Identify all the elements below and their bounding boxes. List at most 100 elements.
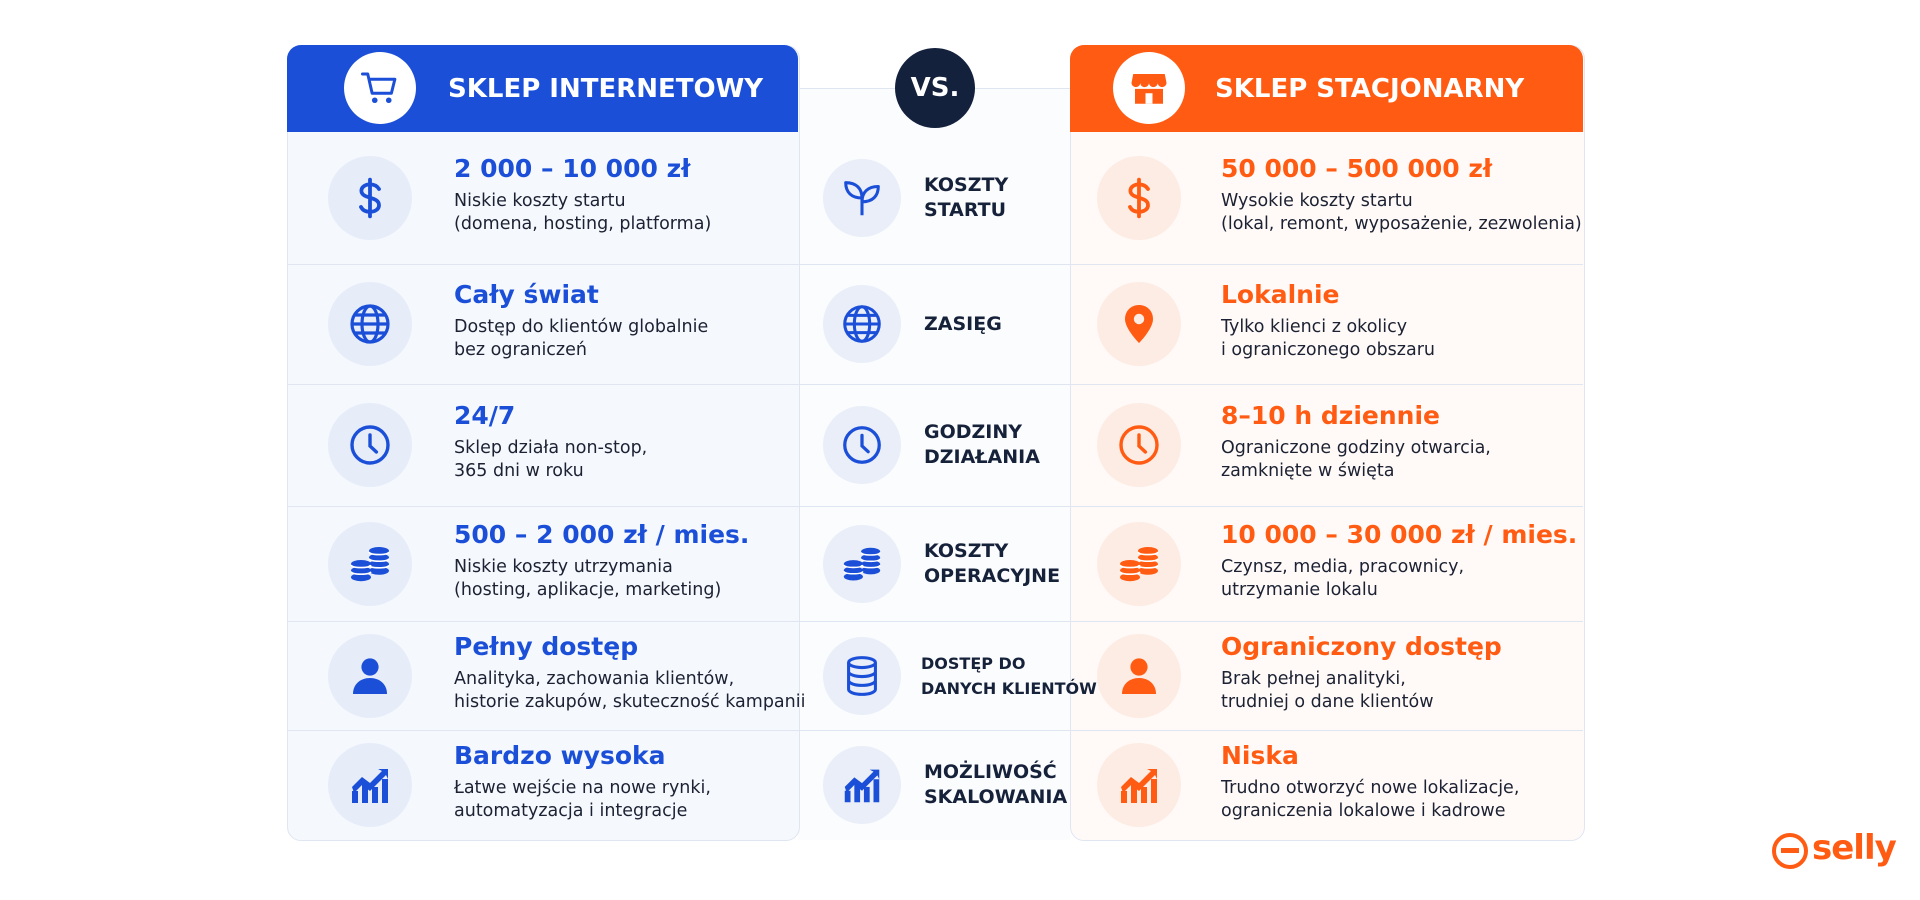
row-separator: [287, 730, 798, 731]
row-description: Dostęp do klientów globalnie: [454, 317, 709, 337]
row-icon: [1097, 282, 1181, 366]
row-value: Lokalnie: [1221, 280, 1340, 309]
row-icon: [328, 742, 412, 827]
row-description: Wysokie koszty startu: [1221, 191, 1413, 211]
category-icon: [823, 159, 901, 237]
category-label: DZIAŁANIA: [924, 446, 1040, 468]
row-separator: [1070, 506, 1583, 507]
row-description: Brak pełnej analityki,: [1221, 668, 1406, 689]
row-description: Niskie koszty utrzymania: [454, 556, 673, 577]
logo-mark: [1772, 833, 1808, 869]
icon: [350, 546, 390, 581]
category-label: KOSZTY: [924, 174, 1009, 196]
category-label: DOSTĘP DO: [921, 653, 1026, 673]
row-separator: [1070, 264, 1583, 265]
icon: [359, 177, 381, 219]
category-label: MOŻLIWOŚĆ: [924, 760, 1057, 783]
row-description: (domena, hosting, platforma): [454, 214, 712, 234]
row-description: (lokal, remont, wyposażenie, zezwolenia): [1221, 214, 1582, 234]
category-label: GODZINY: [924, 421, 1023, 443]
icon: [844, 769, 880, 802]
icon: [350, 425, 390, 465]
row-description: historie zakupów, skuteczność kampanii: [454, 691, 806, 712]
header-title: SKLEP STACJONARNY: [1215, 73, 1525, 104]
row-description: 365 dni w roku: [454, 461, 584, 481]
icon: [1131, 74, 1167, 104]
row-description: automatyzacja i integracje: [454, 800, 688, 821]
category-label: ZASIĘG: [924, 312, 1002, 335]
row-description: ograniczenia lokalowe i kadrowe: [1221, 800, 1506, 821]
category-label: DANYCH KLIENTÓW: [921, 678, 1097, 698]
row-value: 10 000 – 30 000 zł / mies.: [1221, 519, 1578, 549]
row-icon: [328, 403, 412, 487]
icon: [1119, 425, 1159, 465]
logo-text: selly: [1812, 828, 1897, 868]
row-separator: [798, 264, 1070, 265]
icon: [843, 426, 881, 464]
icon: [843, 547, 881, 580]
row-description: Analityka, zachowania klientów,: [454, 668, 735, 689]
row-description: Sklep działa non-stop,: [454, 438, 648, 458]
row-separator: [798, 730, 1070, 731]
row-icon: [1097, 633, 1181, 718]
row-value: Cały świat: [454, 280, 599, 309]
row-description: utrzymanie lokalu: [1221, 579, 1378, 600]
vs-badge: VS.: [895, 48, 975, 128]
icon: [353, 657, 387, 694]
icon: [1128, 177, 1150, 219]
header-icon: [1113, 52, 1185, 124]
category-label: STARTU: [924, 199, 1007, 221]
row-description: Trudno otworzyć nowe lokalizacje,: [1221, 777, 1520, 798]
icon: [350, 304, 390, 344]
category-icon: [823, 406, 901, 484]
row-value: 24/7: [454, 401, 516, 430]
row-description: Ograniczone godziny otwarcia,: [1221, 438, 1491, 458]
icon: [361, 72, 397, 104]
icon: [1119, 546, 1159, 581]
row-separator: [798, 384, 1070, 385]
row-separator: [798, 621, 1070, 622]
row-separator: [1070, 730, 1583, 731]
row-value: 50 000 – 500 000 zł: [1221, 154, 1493, 183]
icon: [352, 768, 388, 803]
icon: [844, 181, 880, 216]
row-separator: [1070, 384, 1583, 385]
category-label: SKALOWANIA: [924, 785, 1068, 808]
logo-bar: [1781, 848, 1799, 853]
icon: [1122, 657, 1156, 694]
row-description: (hosting, aplikacje, marketing): [454, 579, 722, 600]
category-icon: [823, 285, 901, 363]
category-icon: [823, 745, 901, 824]
row-value: Bardzo wysoka: [454, 740, 666, 770]
row-value: Niska: [1221, 740, 1299, 770]
row-value: 500 – 2 000 zł / mies.: [454, 519, 750, 549]
row-separator: [287, 621, 798, 622]
row-separator: [798, 506, 1070, 507]
row-value: 2 000 – 10 000 zł: [454, 154, 691, 183]
row-description: Czynsz, media, pracownicy,: [1221, 556, 1465, 577]
icon: [1125, 305, 1153, 343]
row-separator: [287, 264, 798, 265]
row-description: i ograniczonego obszaru: [1221, 340, 1435, 360]
row-separator: [287, 506, 798, 507]
row-description: bez ograniczeń: [454, 340, 587, 360]
row-separator: [287, 384, 798, 385]
row-value: Ograniczony dostęp: [1221, 631, 1502, 661]
row-icon: [328, 156, 412, 240]
row-description: Łatwe wejście na nowe rynki,: [454, 777, 711, 798]
row-icon: [1097, 156, 1181, 240]
row-icon: [1097, 742, 1181, 827]
row-icon: [1097, 521, 1181, 606]
icon: [847, 655, 877, 696]
row-description: Niskie koszty startu: [454, 191, 626, 211]
category-label: OPERACYJNE: [924, 564, 1061, 587]
icon: [843, 305, 881, 343]
row-value: 8–10 h dziennie: [1221, 401, 1440, 430]
row-icon: [328, 633, 412, 718]
header-icon: [344, 52, 416, 124]
row-icon: [328, 282, 412, 366]
row-icon: [1097, 403, 1181, 487]
row-value: Pełny dostęp: [454, 631, 639, 661]
header-title: SKLEP INTERNETOWY: [448, 73, 764, 104]
